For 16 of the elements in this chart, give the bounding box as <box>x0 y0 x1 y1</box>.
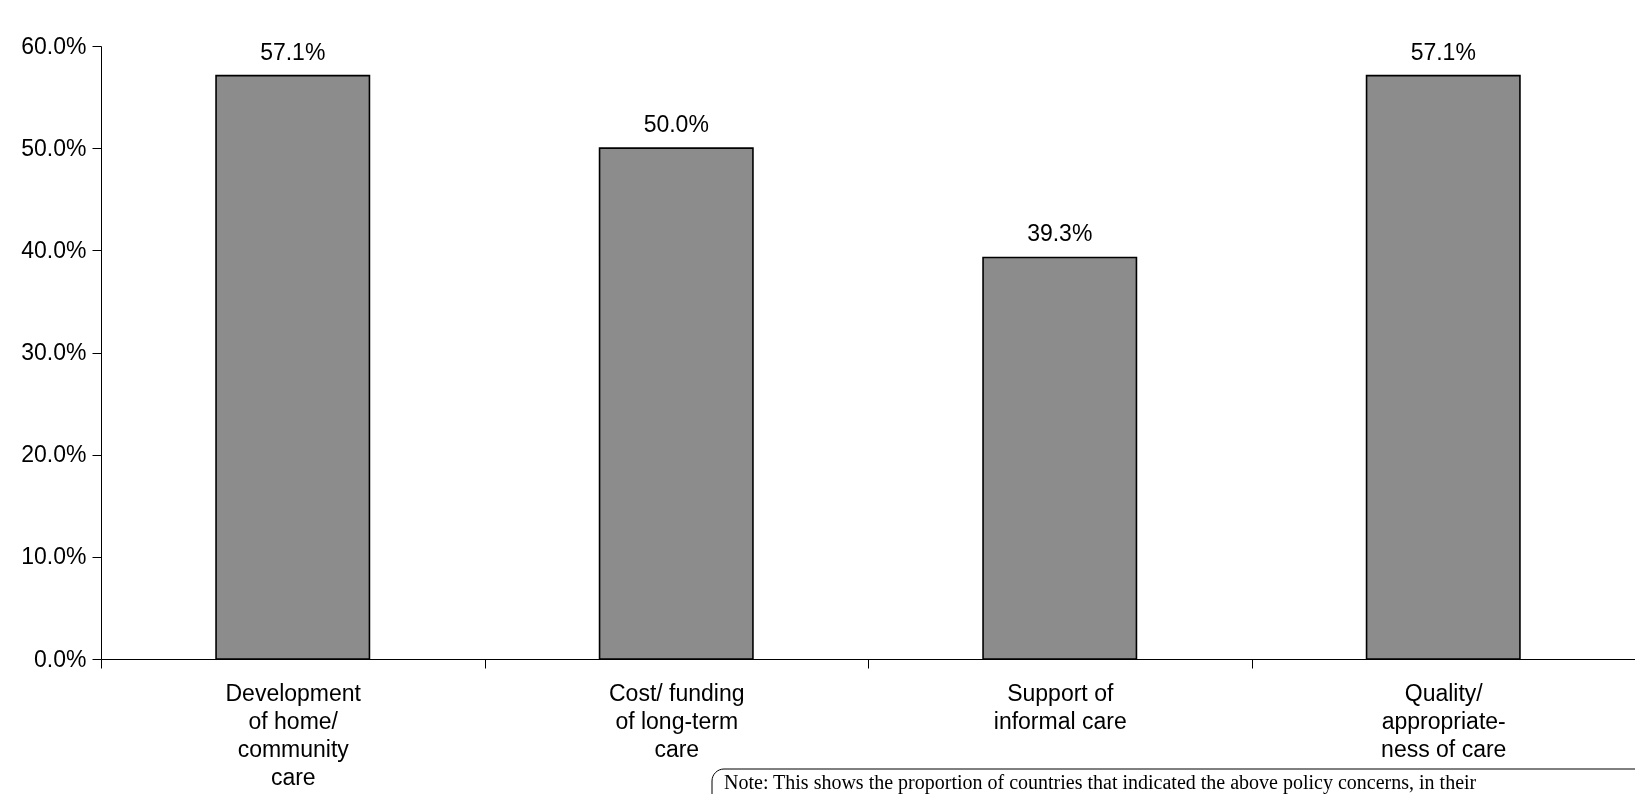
y-tick-label: 40.0% <box>21 236 87 263</box>
data-label: 39.3% <box>1027 220 1093 247</box>
y-tick-label: 60.0% <box>21 32 87 59</box>
x-tick-label: Quality/ appropriate-ness of care <box>1381 679 1507 762</box>
data-label: 57.1% <box>260 38 326 65</box>
y-tick-label: 50.0% <box>21 134 87 161</box>
x-tick-label: Development of home/ community care <box>225 679 362 790</box>
y-tick-label: 20.0% <box>21 441 87 468</box>
data-label: 50.0% <box>643 111 709 138</box>
x-tick-label: Support of informal care <box>993 679 1127 734</box>
y-tick-label: 10.0% <box>21 543 87 570</box>
text: Note: This shows the proportion of countries that indicated the above policy concerns, in their <box>724 771 1477 794</box>
data-label: 57.1% <box>1410 38 1476 65</box>
y-tick-label: 0.0% <box>34 645 87 672</box>
x-tick-label: Cost/ funding of long-term care <box>608 679 745 762</box>
y-tick-label: 30.0% <box>21 339 87 365</box>
